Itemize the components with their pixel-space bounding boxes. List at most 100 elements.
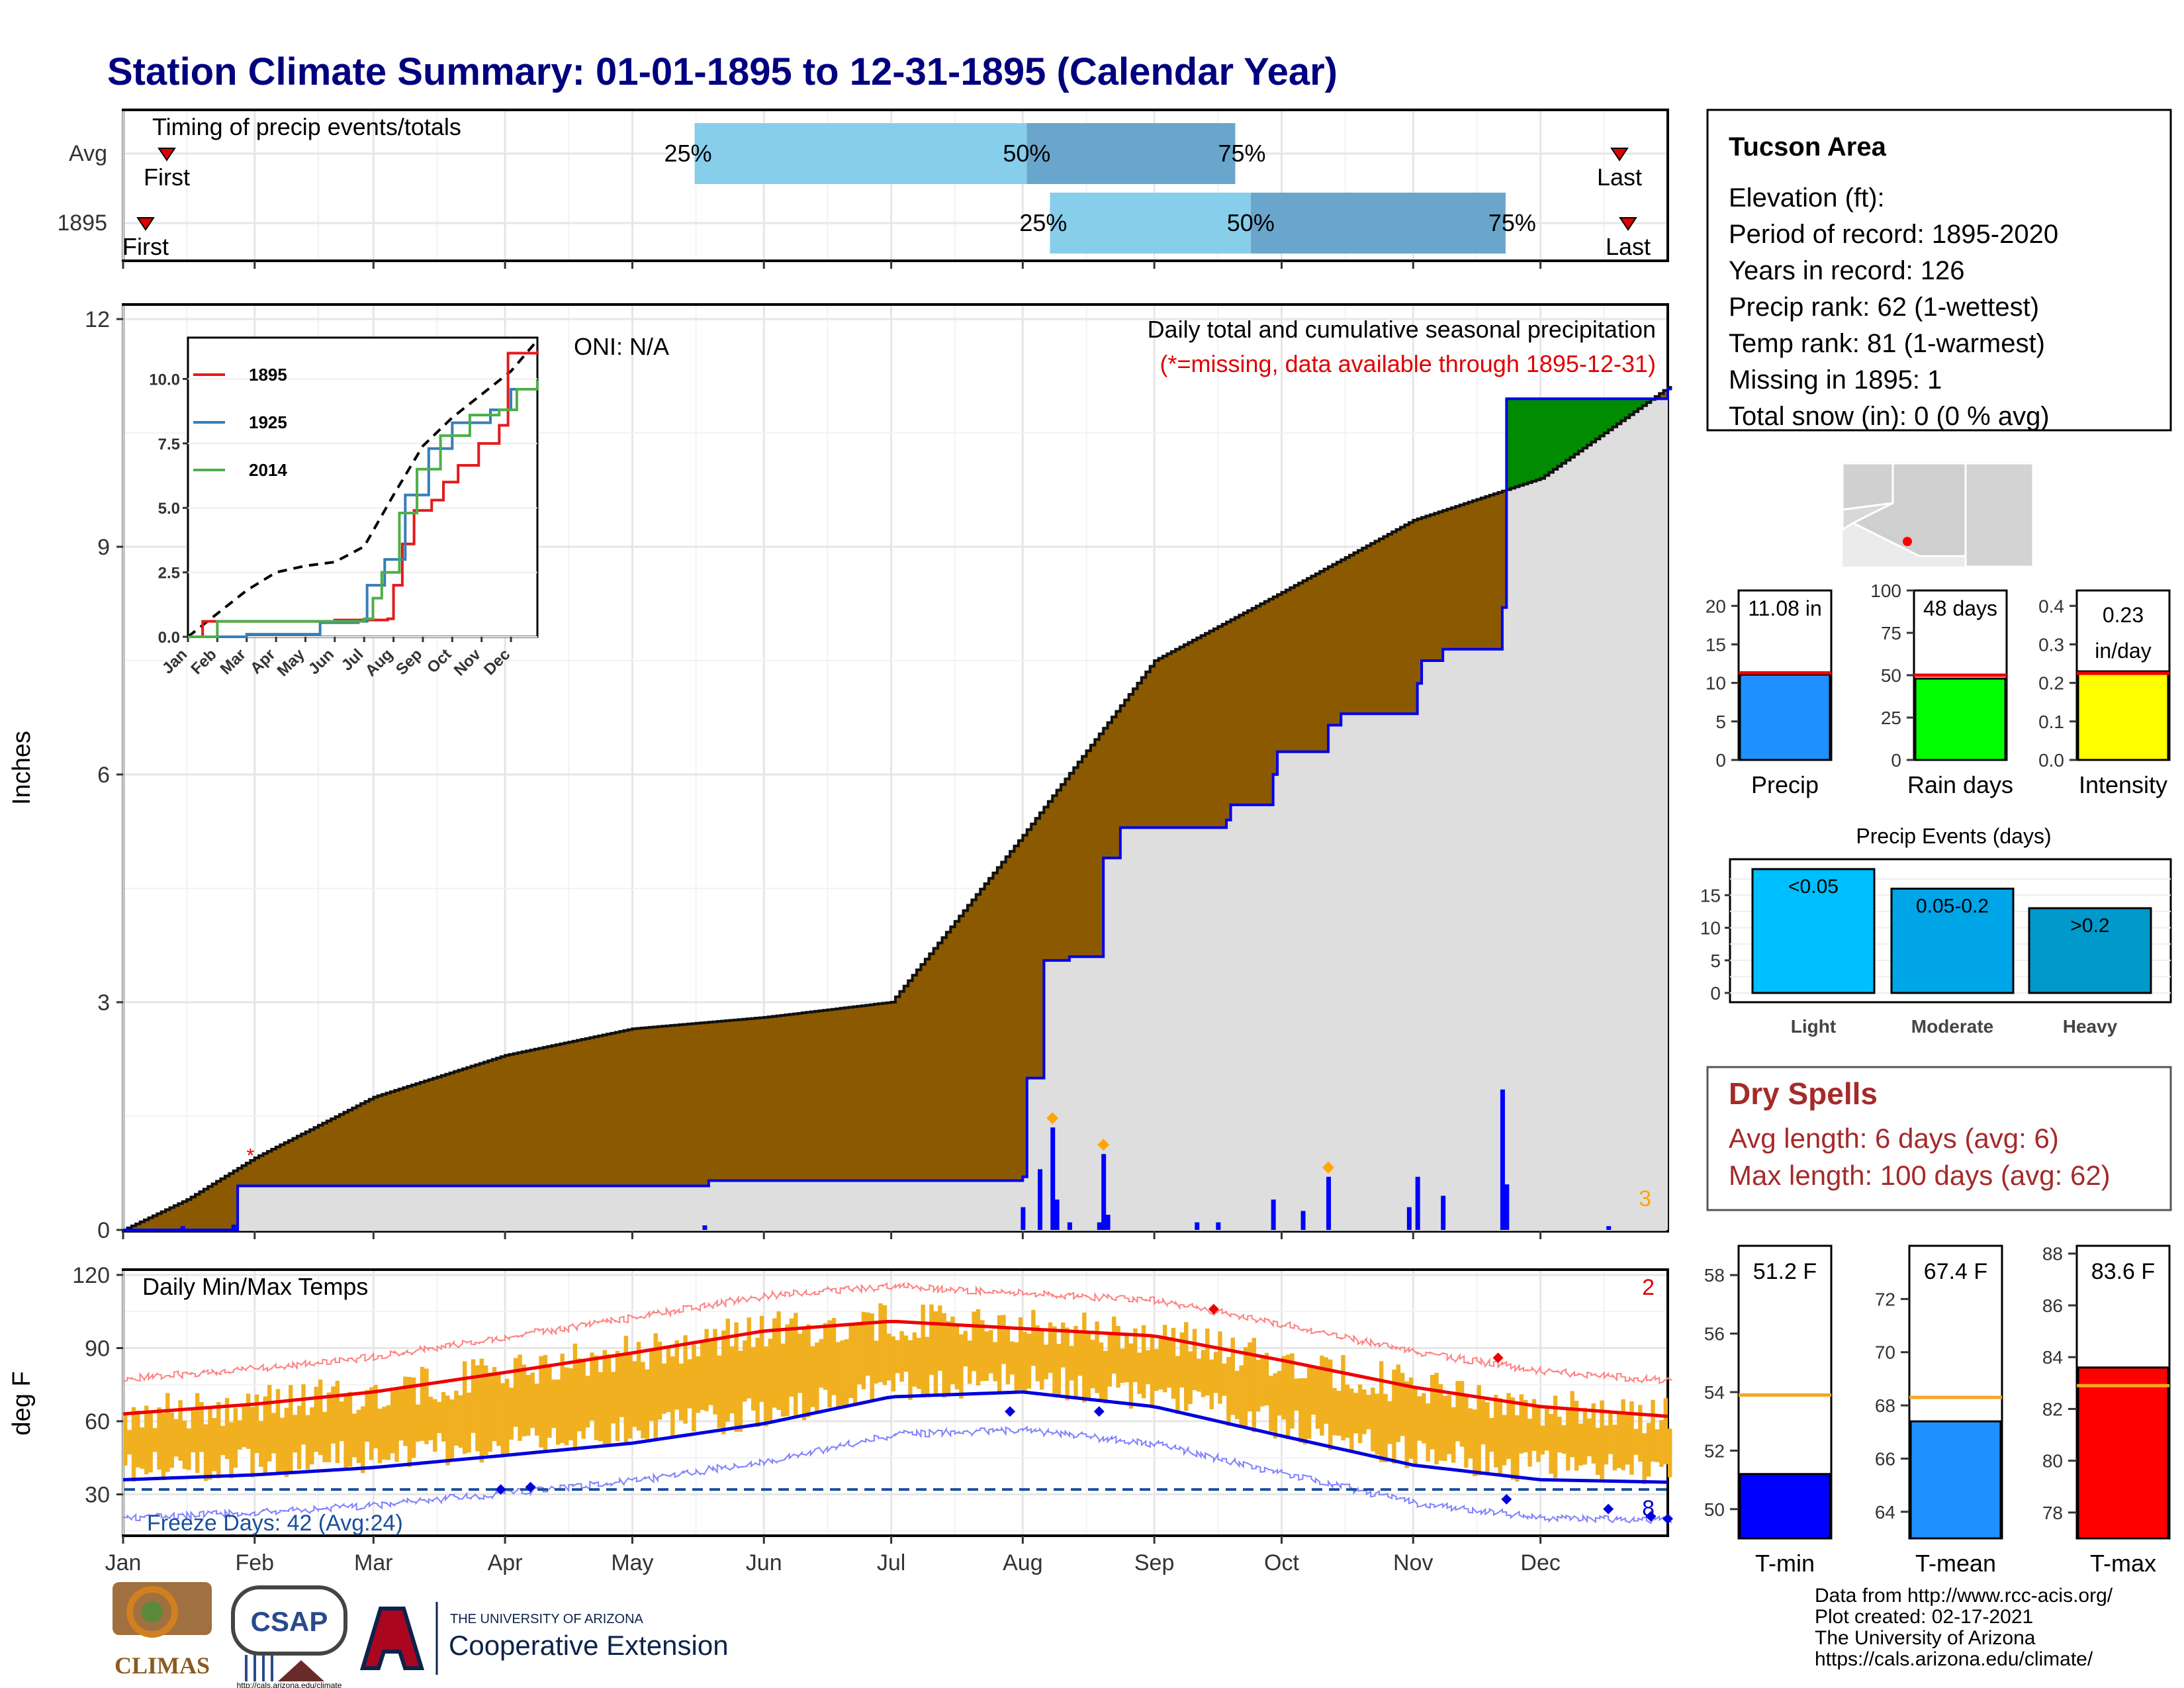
- timing-row-1895-label: 1895: [57, 211, 107, 236]
- daily-temp-range-bars: [123, 1303, 1672, 1484]
- y-tick-label: 6: [97, 763, 110, 788]
- footer-line-4: https://cals.arizona.edu/climate/: [1815, 1648, 2093, 1670]
- footer: CLIMAS CSAP http://cals.arizona.edu/clim…: [113, 1582, 2113, 1688]
- month-label: Apr: [488, 1550, 523, 1575]
- intensity-gauge-value: 0.23: [2103, 603, 2144, 627]
- gauge-tick-label: 82: [2042, 1399, 2063, 1419]
- timing-bar-q2: [1026, 123, 1236, 184]
- csap-logo-text: CSAP: [251, 1606, 328, 1637]
- tmax-gauge-value: 83.6 F: [2091, 1259, 2155, 1284]
- last-label: Last: [1606, 233, 1651, 260]
- raindays-gauge-label: Rain days: [1907, 771, 2013, 798]
- daily-precip-bar: [1271, 1199, 1276, 1230]
- month-axis: Jan Feb Mar Apr May Jun Jul Aug Sep Oct Nov Dec: [105, 261, 1561, 1575]
- gauge-tick-label: 0.2: [2038, 673, 2064, 694]
- station-name: Tucson Area: [1729, 132, 1887, 162]
- heavy-event-marker: [1322, 1161, 1335, 1174]
- record-low-marker: [495, 1484, 506, 1495]
- record-low-marker: [1662, 1513, 1673, 1524]
- tmean-gauge-value: 67.4 F: [1924, 1259, 1987, 1284]
- dry-spells-title: Dry Spells: [1729, 1076, 1878, 1111]
- inset-series-line: [188, 381, 539, 638]
- raindays-gauge-value: 48 days: [1923, 596, 1997, 620]
- intensity-gauge-label: Intensity: [2079, 771, 2167, 798]
- events-category: Heavy: [2063, 1016, 2118, 1037]
- ua-big-text: Cooperative Extension: [449, 1630, 729, 1661]
- y-tick-label: 90: [85, 1336, 110, 1362]
- missing-marker: *: [247, 1145, 255, 1166]
- events-category: Moderate: [1911, 1016, 1993, 1037]
- gauge-tick-label: 66: [1875, 1448, 1895, 1469]
- y-tick-label: 120: [72, 1263, 110, 1288]
- month-label: Dec: [1520, 1550, 1560, 1575]
- gauge-tick-label: 88: [2042, 1244, 2063, 1264]
- first-marker: [136, 217, 155, 231]
- first-marker: [158, 148, 176, 162]
- ua-small-text: THE UNIVERSITY OF ARIZONA: [450, 1612, 644, 1626]
- inset-legend-label: 1895: [249, 365, 287, 385]
- gauge-tick-label: 0.1: [2038, 712, 2064, 732]
- gauge-tick-label: 70: [1875, 1342, 1895, 1363]
- observed-cumulative-line: [123, 387, 1672, 1231]
- tmax-gauge-bar: [2077, 1366, 2169, 1540]
- month-label: Aug: [1003, 1550, 1043, 1575]
- precip-gauge-label: Precip: [1751, 771, 1819, 798]
- record-low-marker: [1093, 1406, 1105, 1417]
- month-label: May: [611, 1550, 653, 1575]
- y-tick-label: 12: [85, 307, 110, 332]
- gauge-tick-label: 58: [1704, 1265, 1725, 1286]
- daily-precip-bar: [1050, 1127, 1056, 1230]
- gauge-tick-label: 80: [2042, 1451, 2063, 1472]
- timing-label-75: 75%: [1218, 140, 1265, 167]
- timing-label-25: 25%: [1019, 209, 1067, 236]
- footer-line-2: Plot created: 02-17-2021: [1815, 1606, 2033, 1628]
- avg-cumulative-line: [123, 386, 1672, 1231]
- daily-precip-bar: [1326, 1176, 1332, 1230]
- daily-precip-bar: [1606, 1226, 1612, 1230]
- precip-panel: * 0 3 6 9 12 Inches Daily total and cumulati…: [8, 303, 1672, 1243]
- gauge-tick-label: 20: [1706, 596, 1726, 616]
- month-label: Nov: [1393, 1550, 1433, 1575]
- inset-series-line: [188, 380, 539, 638]
- record-low-marker: [1501, 1493, 1512, 1505]
- gauge-tick-label: 25: [1881, 708, 1901, 728]
- gauge-tick-label: 10: [1706, 673, 1726, 694]
- station-info-line: Missing in 1895: 1: [1729, 365, 1942, 395]
- daily-precip-bar: [1067, 1222, 1072, 1230]
- station-info-box: Tucson Area Elevation (ft): Period of rec…: [1706, 109, 2172, 432]
- last-marker: [1610, 148, 1629, 162]
- events-bar: [1890, 887, 2015, 994]
- temp-corner-lo: 8: [1642, 1496, 1655, 1521]
- y-tick-label: 60: [85, 1409, 110, 1434]
- events-category: Light: [1791, 1016, 1836, 1037]
- gauge-tick-label: 0: [1715, 750, 1726, 771]
- ua-logo: THE UNIVERSITY OF ARIZONA Cooperative Ex…: [359, 1602, 729, 1675]
- timing-label-50: 50%: [1227, 209, 1275, 236]
- record-low-marker: [1645, 1511, 1657, 1522]
- events-bar-label: 0.05-0.2: [1916, 895, 1989, 917]
- daily-precip-bar: [1021, 1207, 1026, 1230]
- daily-precip-bar: [1300, 1211, 1306, 1230]
- last-label: Last: [1597, 164, 1642, 191]
- inset-y-tick-label: 0.0: [158, 629, 180, 647]
- timing-panel: Timing of precip events/totals Avg 1895 …: [57, 109, 1669, 262]
- gauge-tick-label: 72: [1875, 1289, 1895, 1309]
- month-label: Feb: [235, 1550, 274, 1575]
- month-label: Oct: [1264, 1550, 1299, 1575]
- tmin-gauge-bar: [1739, 1473, 1831, 1540]
- normal-max-line: [122, 1319, 1668, 1419]
- inset-legend-label: 1925: [249, 412, 287, 432]
- month-label: Jun: [746, 1550, 782, 1575]
- events-bar: [1751, 868, 1876, 994]
- daily-precip-bar: [1406, 1207, 1412, 1230]
- timing-bar-q2: [1250, 193, 1506, 254]
- inset-y-tick-label: 2.5: [158, 565, 180, 583]
- events-bar-label: >0.2: [2070, 915, 2109, 937]
- precip-corner-count: 3: [1639, 1186, 1651, 1211]
- daily-precip-bar: [1216, 1222, 1221, 1230]
- gauge-tick-label: 0: [1891, 750, 1901, 771]
- oni-label: ONI: N/A: [574, 333, 669, 360]
- precip-missing-note: (*=missing, data available through 1895-…: [1160, 350, 1656, 377]
- daily-precip-bar: [1195, 1222, 1200, 1230]
- heavy-event-marker: [1097, 1139, 1110, 1151]
